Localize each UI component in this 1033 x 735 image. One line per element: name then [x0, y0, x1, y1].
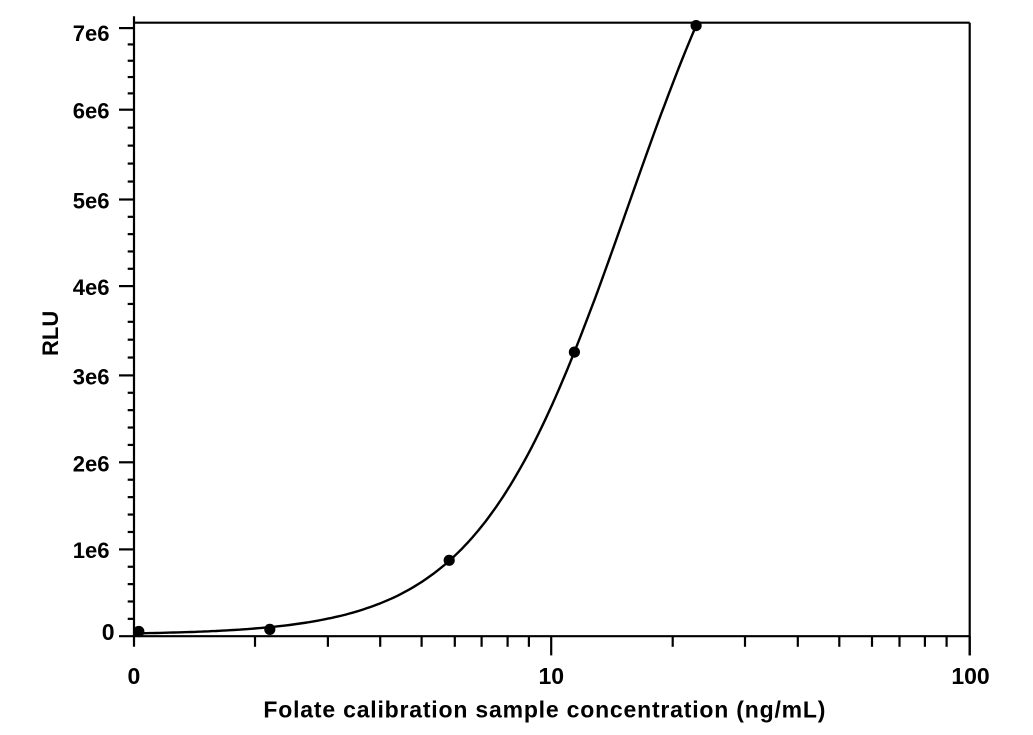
svg-text:6e6: 6e6	[73, 99, 110, 124]
svg-text:3e6: 3e6	[73, 364, 110, 389]
svg-text:RLU: RLU	[38, 311, 63, 356]
svg-text:7e6: 7e6	[73, 21, 110, 46]
svg-text:Folate calibration sample conc: Folate calibration sample concentration …	[263, 696, 826, 722]
svg-text:4e6: 4e6	[73, 275, 110, 300]
svg-text:10: 10	[539, 663, 565, 689]
svg-text:0: 0	[128, 663, 141, 689]
svg-text:2e6: 2e6	[73, 451, 110, 476]
svg-text:1e6: 1e6	[73, 538, 110, 563]
svg-text:100: 100	[951, 663, 989, 689]
svg-text:5e6: 5e6	[73, 188, 110, 213]
svg-text:0: 0	[102, 619, 115, 645]
